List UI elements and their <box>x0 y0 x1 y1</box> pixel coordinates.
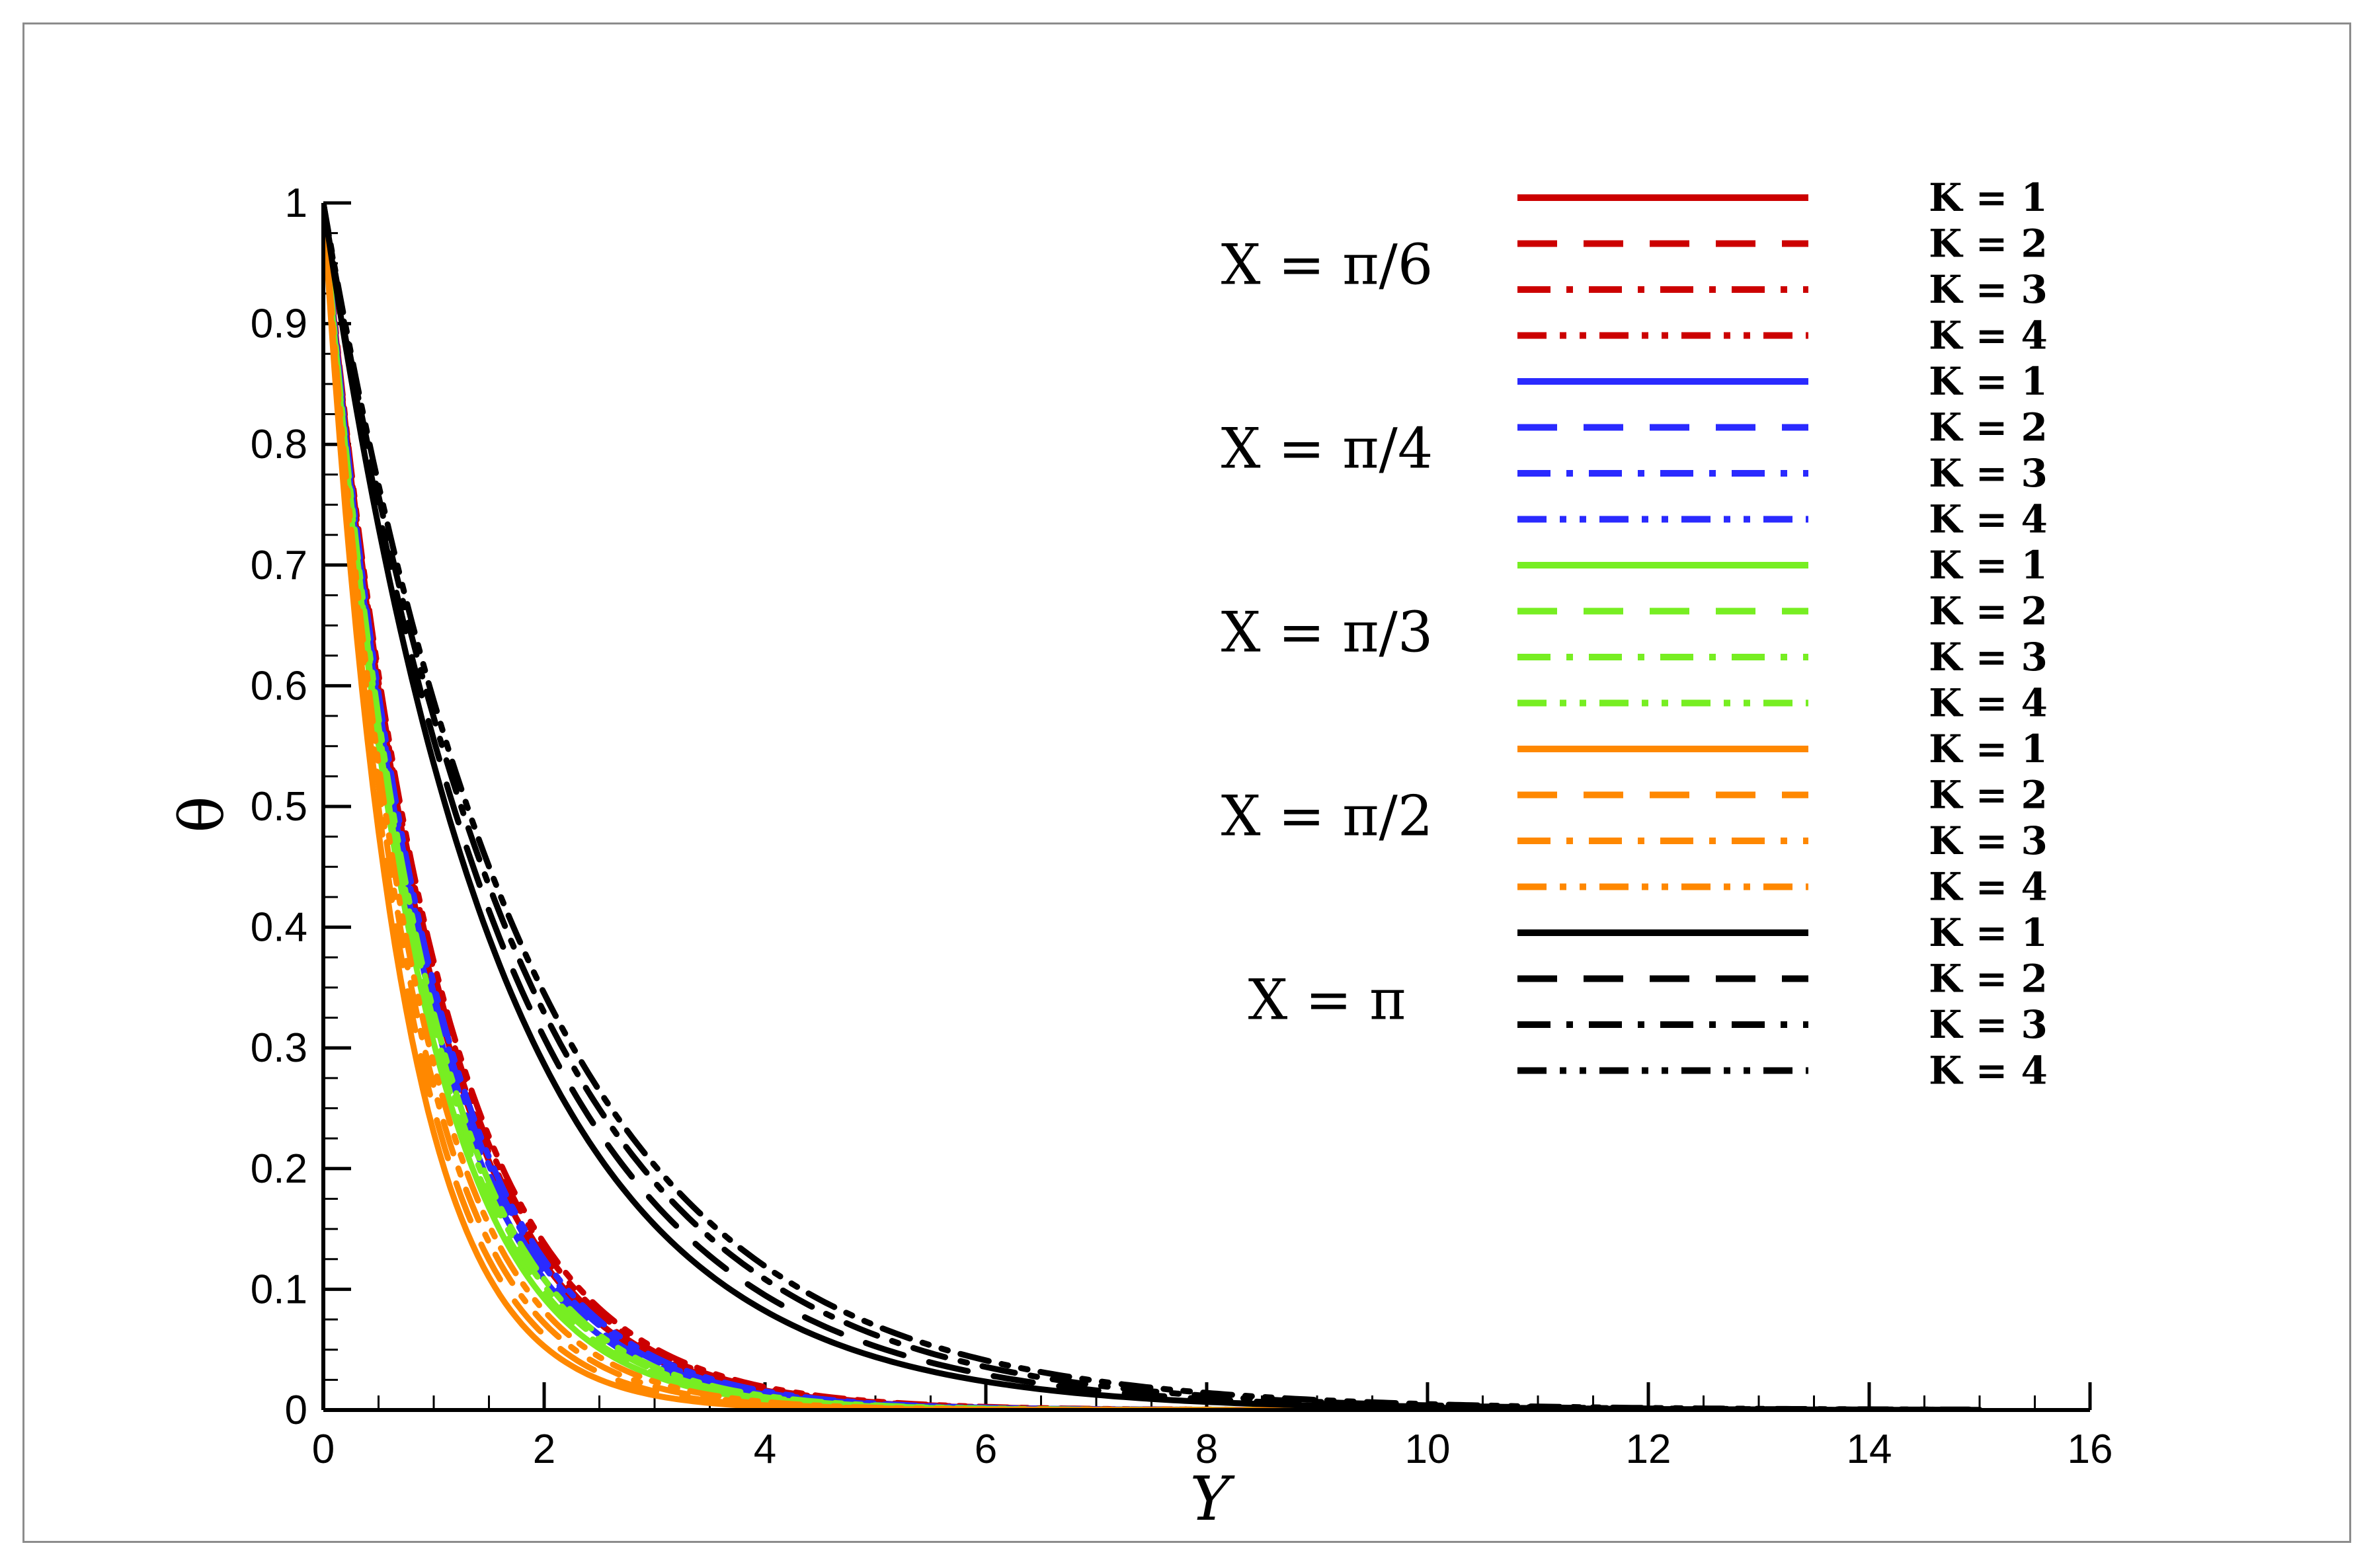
legend-label: K = 3 <box>1929 818 2048 863</box>
legend-group-label: X = π <box>1248 967 1406 1032</box>
legend-label: K = 3 <box>1929 635 2048 680</box>
x-tick-label: 0 <box>312 1427 335 1472</box>
y-tick-label: 0 <box>285 1388 307 1433</box>
y-axis-title: θ <box>167 796 237 832</box>
legend-group-label: X = π/3 <box>1221 600 1433 664</box>
legend-label: K = 4 <box>1929 681 2048 726</box>
y-tick-label: 0.2 <box>251 1146 307 1192</box>
y-tick-label: 0.3 <box>251 1025 307 1071</box>
x-tick-label: 2 <box>533 1427 555 1472</box>
series-line <box>323 203 1983 1410</box>
y-tick-label: 0.5 <box>251 784 307 830</box>
legend-group-label: X = π/2 <box>1221 783 1433 848</box>
axis-ticks <box>321 201 2092 1412</box>
legend-label: K = 1 <box>1929 175 2048 220</box>
legend-label: K = 3 <box>1929 267 2048 312</box>
x-tick-label: 4 <box>754 1427 776 1472</box>
legend-label: K = 1 <box>1929 359 2048 404</box>
y-tick-label: 0.1 <box>251 1267 307 1312</box>
y-tick-label: 0.8 <box>251 422 307 467</box>
legend-label: K = 3 <box>1929 451 2048 496</box>
legend-label: K = 2 <box>1929 957 2048 1001</box>
series-line <box>323 203 1983 1410</box>
legend-label: K = 4 <box>1929 497 2048 542</box>
figure-frame: 0 2 4 6 8 10 12 14 16 0 0.1 0.2 0.3 0.4 0.5 0.6 0.7 0.8 0.… <box>22 22 2351 1543</box>
series-line <box>323 203 1983 1410</box>
y-tick-label: 0.7 <box>251 543 307 588</box>
y-tick-label: 0.9 <box>251 301 307 347</box>
y-tick-label: 0.6 <box>251 663 307 709</box>
legend-label: K = 1 <box>1929 910 2048 955</box>
chart-svg: 0 2 4 6 8 10 12 14 16 0 0.1 0.2 0.3 0.4 0.5 0.6 0.7 0.8 0.… <box>167 175 2113 1534</box>
legend-label: K = 4 <box>1929 1048 2048 1093</box>
legend-group-label: X = π/6 <box>1221 232 1433 297</box>
y-tick-label: 0.4 <box>251 905 307 951</box>
x-tick-label: 14 <box>1847 1427 1892 1472</box>
legend: K = 1K = 2K = 3K = 4X = π/6K = 1K = 2K =… <box>1221 175 2048 1093</box>
y-tick-label: 1 <box>285 180 307 226</box>
x-tick-label: 10 <box>1405 1427 1451 1472</box>
legend-label: K = 2 <box>1929 221 2048 266</box>
x-axis-title: Y <box>1190 1464 1236 1534</box>
legend-label: K = 2 <box>1929 589 2048 634</box>
series-line <box>323 203 1983 1410</box>
legend-label: K = 2 <box>1929 405 2048 450</box>
tick-labels: 0 2 4 6 8 10 12 14 16 0 0.1 0.2 0.3 0.4 0.5 0.6 0.7 0.8 0.… <box>251 180 2113 1472</box>
x-tick-label: 6 <box>975 1427 997 1472</box>
legend-label: K = 1 <box>1929 543 2048 588</box>
x-tick-label: 16 <box>2068 1427 2113 1472</box>
legend-label: K = 1 <box>1929 726 2048 771</box>
x-tick-label: 12 <box>1626 1427 1671 1472</box>
x-tick-label: 8 <box>1195 1427 1218 1472</box>
legend-group-label: X = π/4 <box>1221 416 1433 481</box>
legend-label: K = 2 <box>1929 773 2048 818</box>
legend-label: K = 3 <box>1929 1002 2048 1047</box>
legend-label: K = 4 <box>1929 865 2048 910</box>
axes <box>321 203 2090 1412</box>
legend-label: K = 4 <box>1929 313 2048 358</box>
